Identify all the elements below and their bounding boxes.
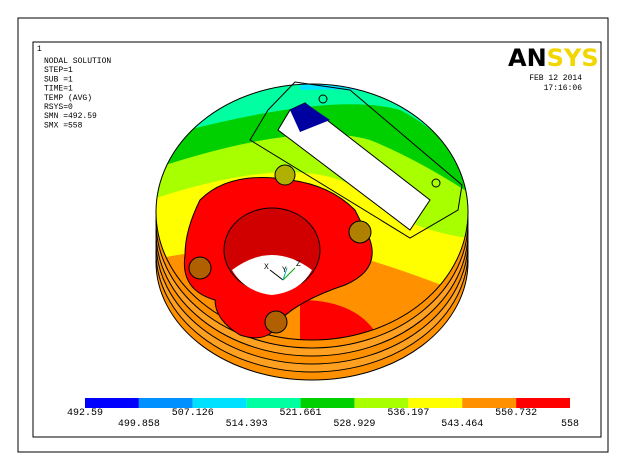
legend-swatch [300,398,355,408]
triad-label: Y [282,266,287,275]
legend-label: 492.59 [67,408,103,419]
legend-label: 536.197 [387,408,429,419]
logo: ANSYS [508,44,599,72]
legend-swatch [462,398,517,408]
logo-part: AN [508,44,547,72]
outer-frame [17,17,609,453]
legend-label: 514.393 [226,419,268,430]
header-line: TIME=1 [44,85,73,94]
triad-label: X [264,263,269,272]
time: 17:16:06 [544,84,583,93]
legend-label: 543.464 [441,419,483,430]
header-line: RSYS=0 [44,103,73,112]
legend-label: 550.732 [495,408,537,419]
legend-label: 507.126 [172,408,214,419]
window-number: 1 [37,45,42,54]
triad-label: Z [296,260,301,269]
header-line: SUB =1 [44,75,73,84]
model [155,81,469,381]
legend-swatch [408,398,463,408]
legend-swatch [192,398,247,408]
legend-swatch [85,398,139,408]
legend-label: 528.929 [333,419,375,430]
legend-label: 521.661 [280,408,322,419]
legend-swatch [516,398,570,408]
legend-swatch [354,398,409,408]
legend-label: 558 [561,419,579,430]
header-line: TEMP (AVG) [44,94,92,103]
legend-label: 499.858 [118,419,160,430]
logo-part: SYS [547,44,599,72]
header-line: SMX =558 [44,121,83,130]
date: FEB 12 2014 [529,74,582,83]
header-line: NODAL SOLUTION [44,57,111,66]
legend-swatch [246,398,301,408]
header-line: STEP=1 [44,66,73,75]
legend-swatch [138,398,193,408]
header-line: SMN =492.59 [44,112,97,121]
